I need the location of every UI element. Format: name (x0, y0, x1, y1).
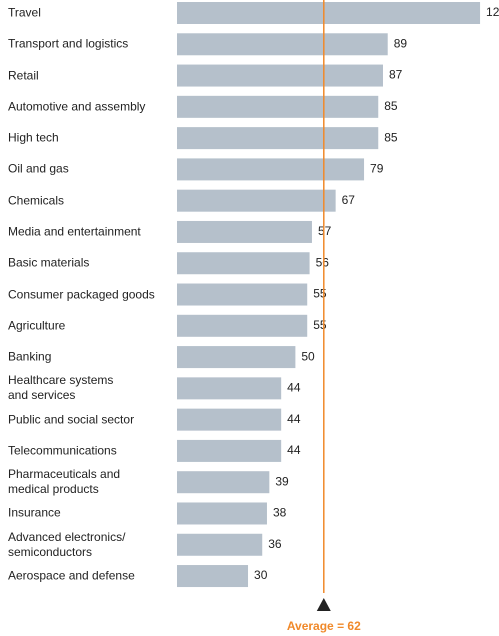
bar (177, 33, 388, 56)
bar (177, 314, 308, 337)
value-label: 56 (316, 255, 330, 269)
value-label: 44 (287, 443, 301, 457)
category-label: High tech (8, 130, 59, 145)
value-label: 85 (384, 99, 398, 113)
category-label: Insurance (8, 505, 61, 520)
value-label: 128 (486, 5, 499, 19)
value-label: 67 (342, 193, 356, 207)
value-label: 38 (273, 506, 287, 520)
bar (177, 502, 267, 525)
value-label: 44 (287, 381, 301, 395)
category-label: Transport and logistics (8, 36, 129, 51)
category-label: Retail (8, 68, 39, 83)
bar (177, 127, 379, 150)
value-label: 39 (275, 474, 289, 488)
category-label: Oil and gas (8, 161, 69, 176)
category-label: Aerospace and defense (8, 568, 135, 583)
bar (177, 158, 365, 181)
category-label: Agriculture (8, 318, 66, 333)
value-label: 44 (287, 412, 301, 426)
value-label: 87 (389, 68, 403, 82)
bar (177, 252, 310, 275)
value-label: 36 (268, 537, 282, 551)
category-label: Media and entertainment (8, 224, 141, 239)
bar (177, 377, 282, 400)
category-label: Chemicals (8, 193, 65, 208)
average-label: Average = 62 (287, 619, 361, 633)
category-label: Consumer packaged goods (8, 287, 155, 302)
bar (177, 283, 308, 306)
bar (177, 346, 296, 369)
average-marker (316, 598, 331, 611)
bar (177, 439, 282, 462)
bar (177, 471, 270, 494)
value-label: 79 (370, 162, 384, 176)
category-label: Travel (8, 5, 41, 20)
bar (177, 533, 263, 556)
bar (177, 95, 379, 118)
value-label: 30 (254, 568, 268, 582)
category-label: Public and social sector (8, 412, 135, 427)
category-label: Automotive and assembly (8, 99, 146, 114)
bar (177, 408, 282, 431)
bar (177, 220, 312, 243)
value-label: 89 (394, 36, 408, 50)
value-label: 85 (384, 130, 398, 144)
bar (177, 2, 481, 24)
category-label: Advanced electronics/ semiconductors (8, 529, 126, 559)
category-label: Healthcare systems and services (8, 373, 114, 403)
bar (177, 565, 249, 588)
value-label: 50 (301, 349, 315, 363)
bar (177, 64, 383, 87)
category-label: Pharmaceuticals and medical products (8, 467, 121, 497)
category-label: Banking (8, 349, 52, 364)
category-label: Basic materials (8, 255, 90, 270)
category-label: Telecommunications (8, 443, 117, 458)
value-label: 55 (313, 318, 327, 332)
value-label: 55 (313, 287, 327, 301)
bar (177, 189, 336, 212)
value-label: 57 (318, 224, 332, 238)
